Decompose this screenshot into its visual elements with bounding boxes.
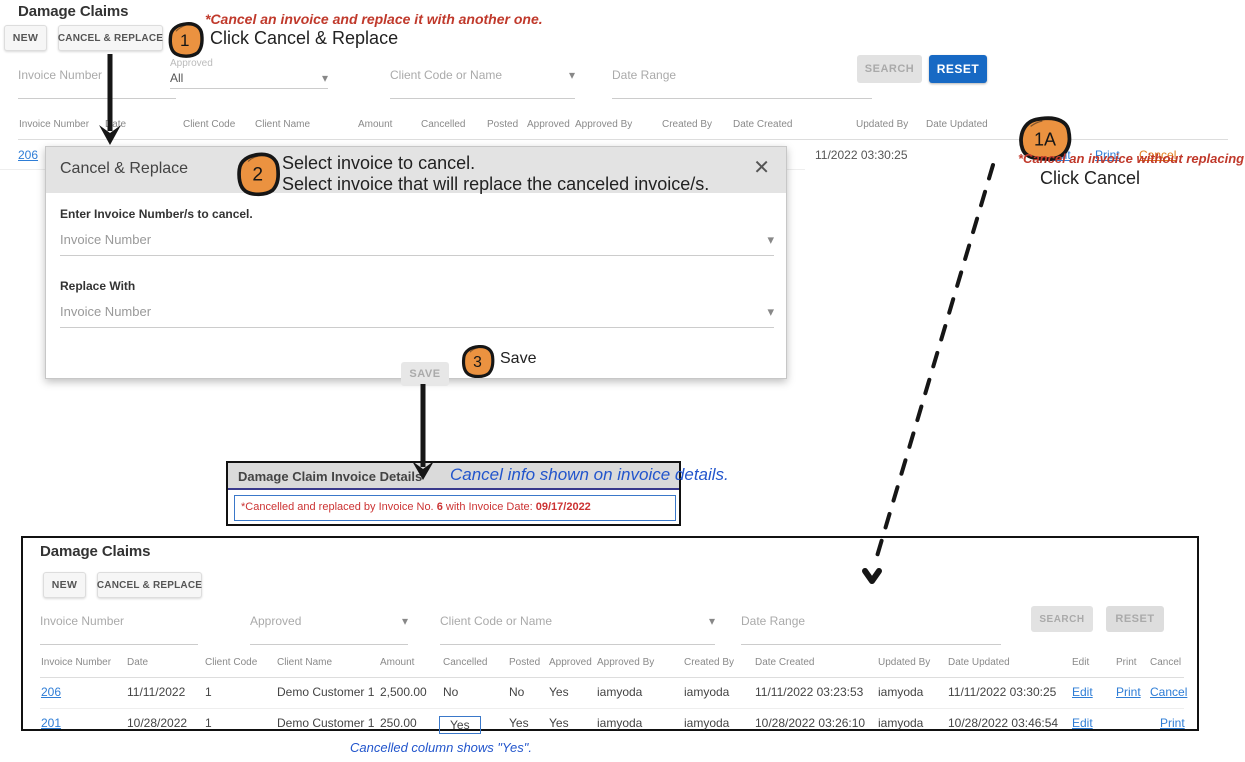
svg-text:1: 1 xyxy=(180,31,189,50)
svg-text:1A: 1A xyxy=(1034,129,1056,149)
svg-text:3: 3 xyxy=(473,354,482,371)
svg-text:2: 2 xyxy=(252,165,263,186)
